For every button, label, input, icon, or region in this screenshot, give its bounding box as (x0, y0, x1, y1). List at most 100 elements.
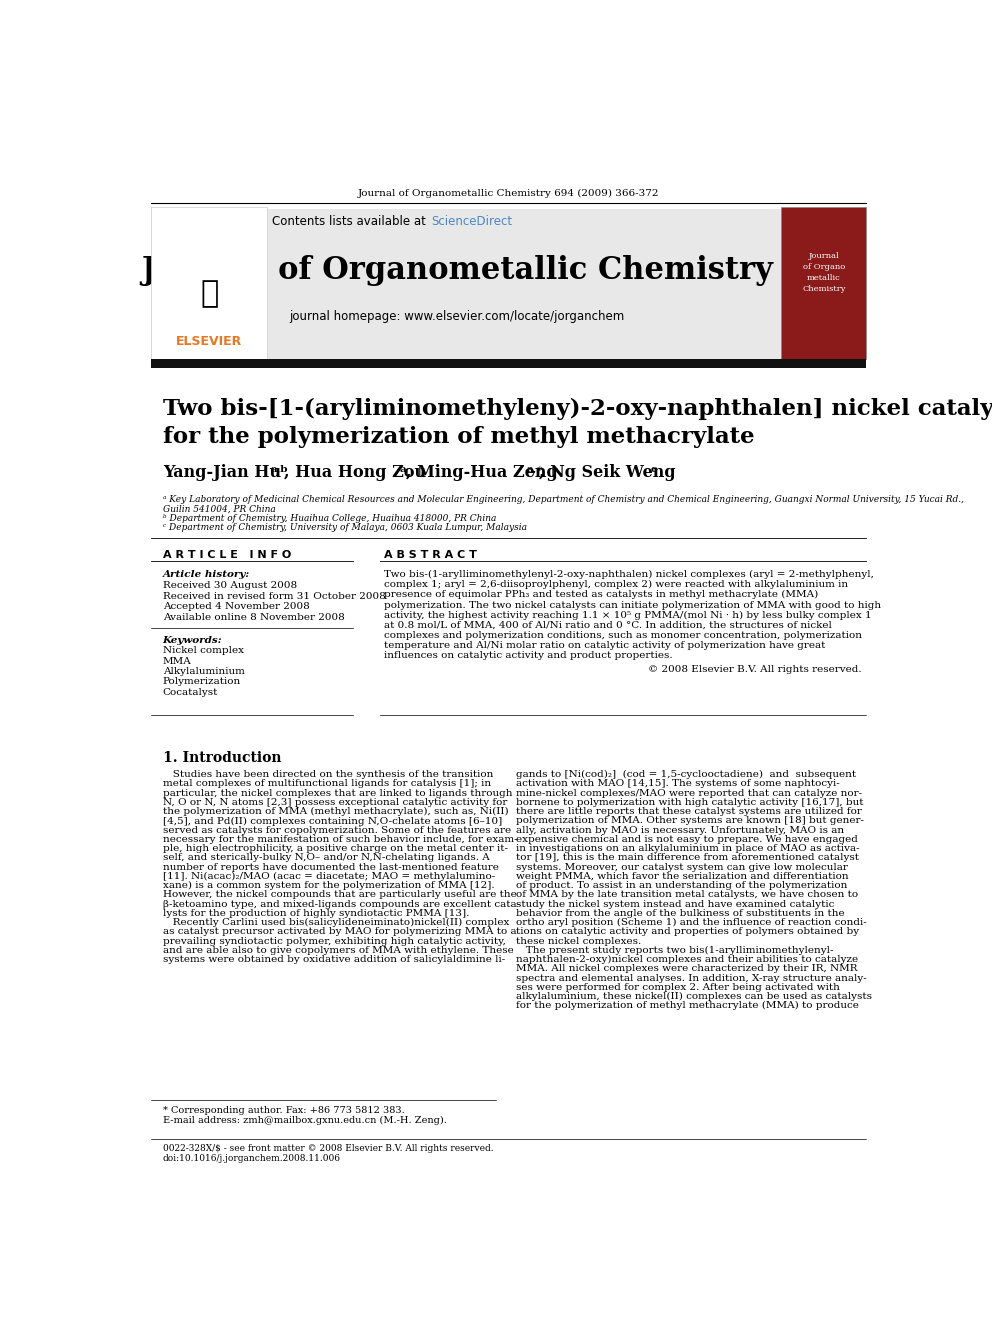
Text: weight PMMA, which favor the serialization and differentiation: weight PMMA, which favor the serializati… (516, 872, 849, 881)
Text: behavior from the angle of the bulkiness of substituents in the: behavior from the angle of the bulkiness… (516, 909, 845, 918)
Text: ses were performed for complex 2. After being activated with: ses were performed for complex 2. After … (516, 983, 840, 992)
Text: a,b: a,b (271, 466, 288, 475)
Bar (151, 209, 866, 359)
Text: Recently Carlini used bis(salicylideneiminato)nickel(II) complex: Recently Carlini used bis(salicylideneim… (163, 918, 509, 927)
Text: Accepted 4 November 2008: Accepted 4 November 2008 (163, 602, 310, 611)
Text: particular, the nickel complexes that are linked to ligands through: particular, the nickel complexes that ar… (163, 789, 512, 798)
Text: complexes and polymerization conditions, such as monomer concentration, polymeri: complexes and polymerization conditions,… (385, 631, 862, 640)
Text: there are little reports that these catalyst systems are utilized for: there are little reports that these cata… (516, 807, 862, 816)
Text: systems were obtained by oxidative addition of salicylaldimine li-: systems were obtained by oxidative addit… (163, 955, 505, 964)
Text: for the polymerization of methyl methacrylate: for the polymerization of methyl methacr… (163, 426, 754, 448)
Text: E-mail address: zmh@mailbox.gxnu.edu.cn (M.-H. Zeng).: E-mail address: zmh@mailbox.gxnu.edu.cn … (163, 1115, 446, 1125)
Text: Contents lists available at: Contents lists available at (273, 216, 431, 229)
Text: Article history:: Article history: (163, 570, 250, 579)
Text: 1. Introduction: 1. Introduction (163, 751, 282, 765)
Text: 🌲: 🌲 (200, 279, 218, 308)
Text: polymerization. The two nickel catalysts can initiate polymerization of MMA with: polymerization. The two nickel catalysts… (385, 601, 882, 610)
Text: metal complexes of multifunctional ligands for catalysis [1]; in: metal complexes of multifunctional ligan… (163, 779, 491, 789)
Text: prevailing syndiotactic polymer, exhibiting high catalytic activity,: prevailing syndiotactic polymer, exhibit… (163, 937, 506, 946)
Text: , Hua Hong Zou: , Hua Hong Zou (284, 464, 426, 482)
Text: number of reports have documented the last-mentioned feature: number of reports have documented the la… (163, 863, 499, 872)
Text: influences on catalytic activity and product properties.: influences on catalytic activity and pro… (385, 651, 673, 660)
Text: polymerization of MMA. Other systems are known [18] but gener-: polymerization of MMA. Other systems are… (516, 816, 864, 826)
Text: activity, the highest activity reaching 1.1 × 10⁵ g PMMA/(mol Ni · h) by less bu: activity, the highest activity reaching … (385, 611, 872, 619)
Text: bornene to polymerization with high catalytic activity [16,17], but: bornene to polymerization with high cata… (516, 798, 864, 807)
Text: ᵃ Key Laboratory of Medicinal Chemical Resources and Molecular Engineering, Depa: ᵃ Key Laboratory of Medicinal Chemical R… (163, 495, 964, 504)
Text: as catalyst precursor activated by MAO for polymerizing MMA to a: as catalyst precursor activated by MAO f… (163, 927, 517, 937)
Text: N, O or N, N atoms [2,3] possess exceptional catalytic activity for: N, O or N, N atoms [2,3] possess excepti… (163, 798, 507, 807)
Text: [11]. Ni(acac)₂/MAO (acac = diacetate; MAO = methylalumino-: [11]. Ni(acac)₂/MAO (acac = diacetate; M… (163, 872, 495, 881)
Text: Polymerization: Polymerization (163, 677, 241, 687)
Text: systems. Moreover, our catalyst system can give low molecular: systems. Moreover, our catalyst system c… (516, 863, 848, 872)
Text: the polymerization of MMA (methyl methacrylate), such as, Ni(II): the polymerization of MMA (methyl methac… (163, 807, 508, 816)
Text: these nickel complexes.: these nickel complexes. (516, 937, 642, 946)
Text: a,∗: a,∗ (527, 466, 545, 475)
Text: Two bis-(1-arylliminomethylenyl-2-oxy-naphthalen) nickel complexes (aryl = 2-met: Two bis-(1-arylliminomethylenyl-2-oxy-na… (385, 570, 874, 579)
Text: A R T I C L E   I N F O: A R T I C L E I N F O (163, 549, 291, 560)
Text: * Corresponding author. Fax: +86 773 5812 383.: * Corresponding author. Fax: +86 773 581… (163, 1106, 405, 1115)
Text: of product. To assist in an understanding of the polymerization: of product. To assist in an understandin… (516, 881, 847, 890)
Text: MMA: MMA (163, 656, 191, 665)
Text: served as catalysts for copolymerization. Some of the features are: served as catalysts for copolymerization… (163, 826, 511, 835)
Text: β-ketoamino type, and mixed-ligands compounds are excellent cata-: β-ketoamino type, and mixed-ligands comp… (163, 900, 520, 909)
Text: mine-nickel complexes/MAO were reported that can catalyze nor-: mine-nickel complexes/MAO were reported … (516, 789, 862, 798)
Text: and are able also to give copolymers of MMA with ethylene. These: and are able also to give copolymers of … (163, 946, 514, 955)
Bar (782, 206, 866, 359)
Text: tor [19], this is the main difference from aforementioned catalyst: tor [19], this is the main difference fr… (516, 853, 859, 863)
Text: complex 1; aryl = 2,6-diisoproylphenyl, complex 2) were reacted with alkylalumin: complex 1; aryl = 2,6-diisoproylphenyl, … (385, 581, 848, 589)
Text: temperature and Al/Ni molar ratio on catalytic activity of polymerization have g: temperature and Al/Ni molar ratio on cat… (385, 642, 825, 650)
Text: of MMA by the late transition metal catalysts, we have chosen to: of MMA by the late transition metal cata… (516, 890, 858, 900)
Text: © 2008 Elsevier B.V. All rights reserved.: © 2008 Elsevier B.V. All rights reserved… (648, 665, 862, 675)
Text: Guilin 541004, PR China: Guilin 541004, PR China (163, 504, 276, 513)
Text: in investigations on an alkylaluminium in place of MAO as activa-: in investigations on an alkylaluminium i… (516, 844, 860, 853)
Text: doi:10.1016/j.jorganchem.2008.11.006: doi:10.1016/j.jorganchem.2008.11.006 (163, 1155, 340, 1163)
Text: ᶜ Department of Chemistry, University of Malaya, 0603 Kuala Lumpur, Malaysia: ᶜ Department of Chemistry, University of… (163, 523, 527, 532)
Text: ScienceDirect: ScienceDirect (431, 216, 512, 229)
Text: naphthalen-2-oxy)nickel complexes and their abilities to catalyze: naphthalen-2-oxy)nickel complexes and th… (516, 955, 858, 964)
Text: study the nickel system instead and have examined catalytic: study the nickel system instead and have… (516, 900, 834, 909)
Text: journal homepage: www.elsevier.com/locate/jorganchem: journal homepage: www.elsevier.com/locat… (290, 310, 625, 323)
Text: Nickel complex: Nickel complex (163, 647, 244, 655)
Text: [4,5], and Pd(II) complexes containing N,O-chelate atoms [6–10]: [4,5], and Pd(II) complexes containing N… (163, 816, 502, 826)
Text: The present study reports two bis(1-arylliminomethylenyl-: The present study reports two bis(1-aryl… (516, 946, 833, 955)
Text: , Ming-Hua Zeng: , Ming-Hua Zeng (406, 464, 558, 482)
Text: Journal
of Organo
metallic
Chemistry: Journal of Organo metallic Chemistry (803, 253, 845, 294)
Text: at 0.8 mol/L of MMA, 400 of Al/Ni ratio and 0 °C. In addition, the structures of: at 0.8 mol/L of MMA, 400 of Al/Ni ratio … (385, 620, 832, 630)
Text: ELSEVIER: ELSEVIER (177, 335, 242, 348)
Text: Two bis-[1-(aryliminomethyleny)-2-oxy-naphthalen] nickel catalysts: Two bis-[1-(aryliminomethyleny)-2-oxy-na… (163, 398, 992, 421)
Text: Alkylaluminium: Alkylaluminium (163, 667, 245, 676)
Text: A B S T R A C T: A B S T R A C T (385, 549, 477, 560)
Text: ᵇ Department of Chemistry, Huaihua College, Huaihua 418000, PR China: ᵇ Department of Chemistry, Huaihua Colle… (163, 513, 496, 523)
Text: alkylaluminium, these nickel(II) complexes can be used as catalysts: alkylaluminium, these nickel(II) complex… (516, 992, 872, 1002)
Text: Studies have been directed on the synthesis of the transition: Studies have been directed on the synthe… (163, 770, 493, 779)
Text: self, and sterically-bulky N,O– and/or N,N-chelating ligands. A: self, and sterically-bulky N,O– and/or N… (163, 853, 489, 863)
Bar (151, 206, 268, 359)
Text: 0022-328X/$ - see front matter © 2008 Elsevier B.V. All rights reserved.: 0022-328X/$ - see front matter © 2008 El… (163, 1144, 493, 1154)
Text: ortho aryl position (Scheme 1) and the influence of reaction condi-: ortho aryl position (Scheme 1) and the i… (516, 918, 867, 927)
Text: , Ng Seik Weng: , Ng Seik Weng (539, 464, 676, 482)
Text: However, the nickel compounds that are particularly useful are the: However, the nickel compounds that are p… (163, 890, 517, 900)
Text: necessary for the manifestation of such behavior include, for exam-: necessary for the manifestation of such … (163, 835, 518, 844)
Text: Cocatalyst: Cocatalyst (163, 688, 218, 697)
Text: ally, activation by MAO is necessary. Unfortunately, MAO is an: ally, activation by MAO is necessary. Un… (516, 826, 844, 835)
Text: spectra and elemental analyses. In addition, X-ray structure analy-: spectra and elemental analyses. In addit… (516, 974, 867, 983)
Text: c: c (651, 466, 658, 475)
Text: Journal of Organometallic Chemistry: Journal of Organometallic Chemistry (141, 255, 773, 286)
Text: a: a (399, 466, 406, 475)
Text: Available online 8 November 2008: Available online 8 November 2008 (163, 613, 344, 622)
Bar (151, 359, 866, 368)
Text: Journal of Organometallic Chemistry 694 (2009) 366-372: Journal of Organometallic Chemistry 694 … (358, 189, 659, 198)
Text: MMA. All nickel complexes were characterized by their IR, NMR: MMA. All nickel complexes were character… (516, 964, 858, 974)
Text: Received 30 August 2008: Received 30 August 2008 (163, 581, 297, 590)
Text: tions on catalytic activity and properties of polymers obtained by: tions on catalytic activity and properti… (516, 927, 859, 937)
Text: expensive chemical and is not easy to prepare. We have engaged: expensive chemical and is not easy to pr… (516, 835, 858, 844)
Text: gands to [Ni(cod)₂]  (cod = 1,5-cyclooctadiene)  and  subsequent: gands to [Ni(cod)₂] (cod = 1,5-cycloocta… (516, 770, 856, 779)
Text: activation with MAO [14,15]. The systems of some naphtocyi-: activation with MAO [14,15]. The systems… (516, 779, 840, 789)
Text: Yang-Jian Hu: Yang-Jian Hu (163, 464, 281, 482)
Text: for the polymerization of methyl methacrylate (MMA) to produce: for the polymerization of methyl methacr… (516, 1002, 859, 1011)
Text: Received in revised form 31 October 2008: Received in revised form 31 October 2008 (163, 591, 386, 601)
Text: lysts for the production of highly syndiotactic PMMA [13].: lysts for the production of highly syndi… (163, 909, 469, 918)
Text: Keywords:: Keywords: (163, 635, 222, 644)
Text: xane) is a common system for the polymerization of MMA [12].: xane) is a common system for the polymer… (163, 881, 494, 890)
Text: ple, high electrophilicity, a positive charge on the metal center it-: ple, high electrophilicity, a positive c… (163, 844, 508, 853)
